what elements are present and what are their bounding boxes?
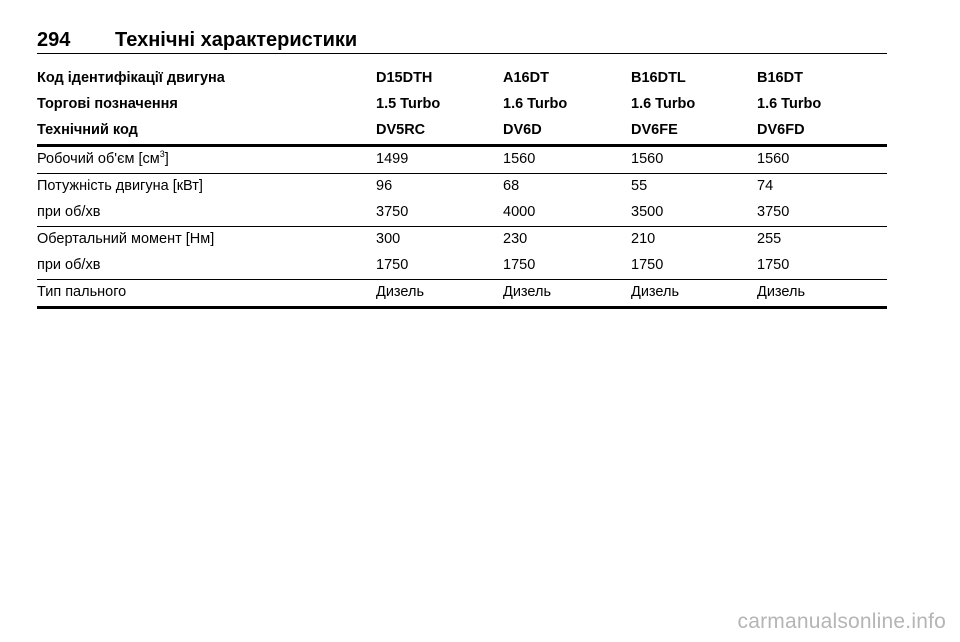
power-rpm-row: при об/хв 3750 4000 3500 3750 [37,200,887,227]
table-cell: 300 [376,231,401,247]
table-cell: DV6D [503,122,542,138]
row-label: Торгові позначення [37,96,178,112]
page-title: Технічні характеристики [115,29,358,51]
torque-row: Обертальний момент [Нм] 300 230 210 255 [37,227,887,253]
table-cell: DV5RC [376,122,426,138]
row-label: при об/хв [37,257,101,273]
power-row: Потужність двигуна [кВт] 96 68 55 74 [37,174,887,200]
table-cell: 255 [757,231,782,247]
table-cell: 3750 [376,204,409,220]
row-label: при об/хв [37,204,101,220]
technical-code-row: Технічний код DV5RC DV6D DV6FE DV6FD [37,118,887,147]
table-cell: 1560 [503,151,536,167]
table-cell: 1750 [631,257,664,273]
fuel-type-row: Тип пального Дизель Дизель Дизель Дизель [37,280,887,309]
table-cell: B16DTL [631,70,686,86]
table-cell: 1499 [376,151,409,167]
table-cell: 55 [631,178,648,194]
table-cell: 1750 [757,257,790,273]
table-cell: 1.5 Turbo [376,96,441,112]
row-label: Технічний код [37,122,138,138]
label-text: ] [164,151,169,167]
row-label: Потужність двигуна [кВт] [37,178,203,194]
torque-rpm-row: при об/хв 1750 1750 1750 1750 [37,253,887,280]
row-label: Обертальний момент [Нм] [37,231,215,247]
table-cell: 230 [503,231,528,247]
row-label: Робочий об'єм [см3] [37,148,169,170]
table-cell: D15DTH [376,70,433,86]
table-cell: 1.6 Turbo [631,96,696,112]
table-cell: 96 [376,178,393,194]
table-cell: 1.6 Turbo [757,96,822,112]
page-header: 294 Технічні характеристики [37,27,887,54]
table-cell: 4000 [503,204,536,220]
table-cell: 68 [503,178,520,194]
table-cell: 74 [757,178,774,194]
table-cell: Дизель [503,284,552,300]
table-cell: Дизель [757,284,806,300]
table-cell: B16DT [757,70,803,86]
table-cell: 1750 [376,257,409,273]
table-cell: 1560 [631,151,664,167]
table-cell: Дизель [631,284,680,300]
row-label: Тип пального [37,284,127,300]
table-cell: A16DT [503,70,549,86]
table-cell: 1560 [757,151,790,167]
table-cell: 1750 [503,257,536,273]
table-cell: DV6FE [631,122,678,138]
table-cell: 3500 [631,204,664,220]
table-cell: 210 [631,231,656,247]
superscript: 3 [159,149,165,159]
engine-spec-table: Код ідентифікації двигуна D15DTH A16DT B… [37,66,887,309]
table-cell: Дизель [376,284,425,300]
trade-name-row: Торгові позначення 1.5 Turbo 1.6 Turbo 1… [37,92,887,118]
label-text: Робочий об'єм [см [37,151,160,167]
engine-id-row: Код ідентифікації двигуна D15DTH A16DT B… [37,66,887,92]
row-label: Код ідентифікації двигуна [37,70,225,86]
watermark: carmanualsonline.info [737,610,946,633]
page-number: 294 [37,29,71,51]
displacement-row: Робочий об'єм [см3] 1499 1560 1560 1560 [37,147,887,174]
table-cell: 3750 [757,204,790,220]
table-cell: 1.6 Turbo [503,96,568,112]
table-cell: DV6FD [757,122,805,138]
